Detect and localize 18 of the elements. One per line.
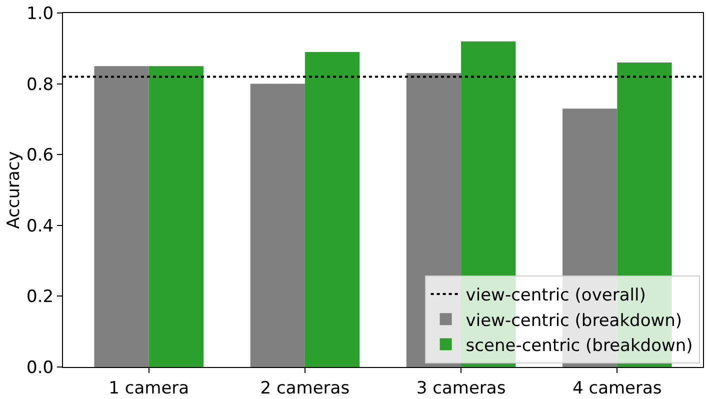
x-tick-label: 3 cameras bbox=[416, 378, 506, 398]
y-tick-label: 0.0 bbox=[26, 358, 54, 378]
y-tick-label: 1.0 bbox=[26, 4, 54, 24]
legend-label: view-centric (overall) bbox=[466, 286, 646, 306]
y-axis-title: Accuracy bbox=[4, 151, 24, 229]
x-tick-label: 2 cameras bbox=[260, 378, 350, 398]
y-tick-label: 0.2 bbox=[26, 287, 54, 308]
bar bbox=[250, 84, 305, 367]
legend-label: scene-centric (breakdown) bbox=[466, 336, 693, 356]
bar bbox=[304, 52, 360, 367]
x-tick-label: 4 cameras bbox=[572, 378, 662, 398]
legend-label: view-centric (breakdown) bbox=[466, 310, 682, 331]
bar bbox=[148, 66, 204, 367]
y-tick-label: 0.4 bbox=[26, 216, 54, 236]
y-tick-label: 0.8 bbox=[26, 74, 54, 95]
bar bbox=[94, 66, 149, 367]
x-tick-label: 1 camera bbox=[108, 378, 190, 398]
y-tick-label: 0.6 bbox=[26, 146, 54, 166]
